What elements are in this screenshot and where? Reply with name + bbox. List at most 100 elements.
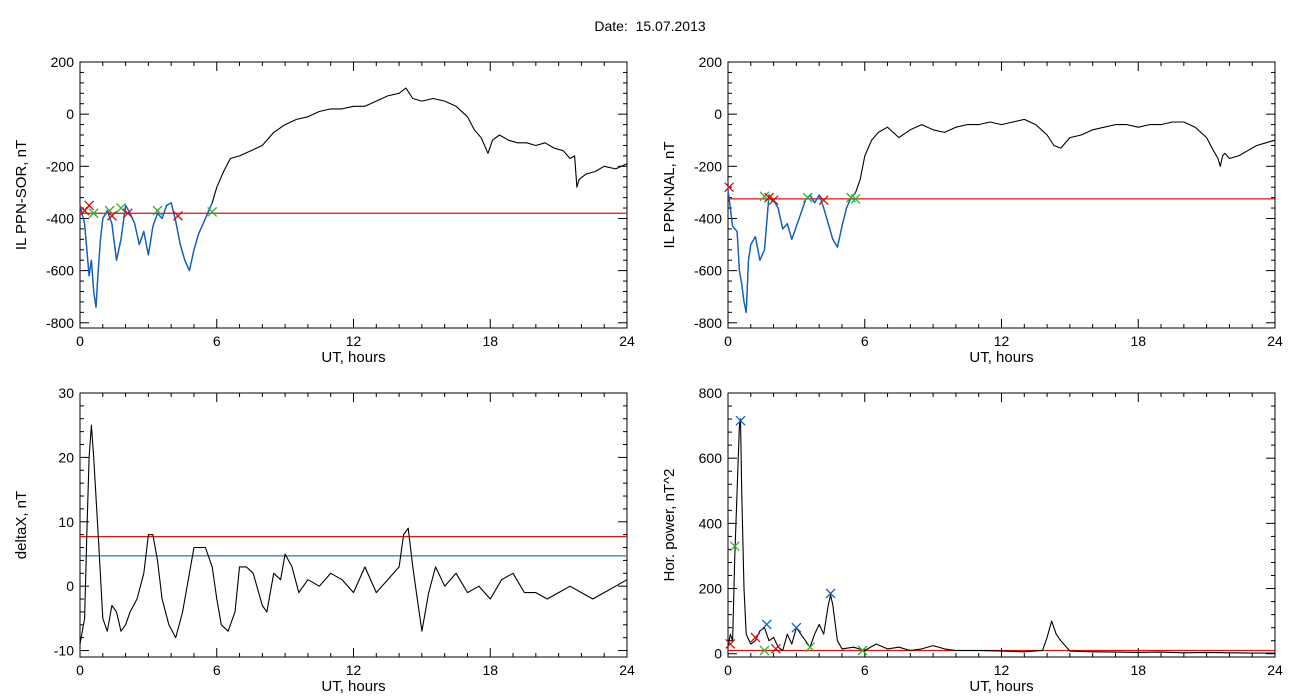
x-axis-label: UT, hours [969, 349, 1033, 366]
event-marker [88, 208, 99, 219]
y-axis-label: IL PPN-SOR, nT [13, 140, 30, 250]
event-marker [173, 210, 183, 221]
event-marker-stroke [759, 191, 770, 202]
x-axis-label: UT, hours [321, 349, 385, 366]
event-marker [818, 195, 829, 206]
event-marker-stroke [846, 192, 857, 203]
x-tick-label: 12 [346, 662, 362, 678]
event-marker-stroke [735, 415, 746, 426]
plot-frame [727, 392, 1276, 658]
y-tick-label: 0 [714, 646, 722, 662]
event-marker [724, 182, 735, 193]
event-marker-stroke [207, 206, 218, 217]
date-value: 15.07.2013 [635, 18, 706, 34]
x-tick-label: 12 [994, 333, 1010, 349]
event-marker-stroke [802, 192, 813, 203]
x-tick-label: 18 [482, 333, 498, 349]
event-marker [805, 642, 816, 653]
highlighted-segment-line [79, 202, 213, 308]
y-tick-label: 20 [58, 449, 74, 465]
event-marker [729, 541, 740, 552]
event-marker-stroke [791, 622, 802, 633]
y-tick-label: -800 [694, 315, 722, 331]
event-marker [825, 588, 836, 599]
event-marker [207, 206, 218, 217]
x-tick-label: 0 [76, 333, 84, 349]
event-marker-stroke [104, 205, 115, 216]
y-tick-label: 30 [58, 385, 74, 401]
event-marker [770, 643, 781, 654]
y-tick-label: 400 [699, 515, 723, 531]
event-marker-stroke [857, 645, 868, 656]
event-marker-stroke [850, 193, 861, 204]
y-tick-label: 200 [699, 581, 723, 597]
event-marker [850, 193, 861, 204]
event-marker [735, 415, 746, 426]
data-series-line [727, 418, 1275, 654]
event-marker-stroke [173, 210, 183, 221]
event-marker [116, 203, 126, 213]
event-marker-stroke [805, 642, 816, 653]
event-marker [802, 192, 813, 203]
event-marker [768, 195, 779, 206]
event-marker [84, 200, 95, 211]
event-marker-stroke [88, 208, 99, 219]
event-marker [761, 619, 772, 630]
x-tick-label: 12 [994, 662, 1010, 678]
x-tick-label: 0 [724, 662, 732, 678]
y-tick-label: 800 [699, 385, 723, 401]
y-axis-label: Hor. power, nT^2 [661, 469, 678, 582]
y-tick-label: -800 [46, 315, 74, 331]
event-marker [725, 639, 736, 649]
x-tick-label: 6 [861, 662, 869, 678]
event-marker-stroke [761, 619, 772, 630]
x-tick-label: 0 [724, 333, 732, 349]
event-marker-stroke [764, 192, 774, 203]
event-marker [857, 645, 868, 656]
event-marker [122, 208, 133, 219]
event-marker-stroke [84, 200, 95, 211]
x-tick-label: 24 [619, 333, 635, 349]
event-marker-stroke [768, 195, 779, 206]
event-marker-stroke [770, 643, 781, 654]
y-tick-label: -600 [46, 263, 74, 279]
x-axis-label: UT, hours [969, 678, 1033, 695]
x-tick-label: 24 [1267, 662, 1283, 678]
y-tick-label: 600 [699, 450, 723, 466]
highlighted-segment-line [727, 189, 857, 314]
y-axis-label: IL PPN-NAL, nT [661, 142, 678, 249]
event-marker-stroke [818, 195, 829, 206]
date-label: Date: [594, 18, 628, 34]
date-header: Date: 15.07.2013 [0, 18, 1300, 34]
event-marker-stroke [725, 639, 736, 649]
y-tick-label: -10 [54, 643, 74, 659]
y-axis-label: deltaX, nT [13, 491, 30, 559]
x-tick-label: 24 [619, 662, 635, 678]
event-marker-stroke [729, 541, 740, 552]
y-tick-label: -400 [694, 210, 722, 226]
event-marker [759, 645, 770, 656]
event-marker-stroke [759, 645, 770, 656]
y-tick-label: 200 [51, 54, 75, 70]
y-tick-label: -200 [694, 158, 722, 174]
event-marker [791, 622, 802, 633]
event-marker [152, 205, 163, 216]
y-tick-label: 200 [699, 54, 723, 70]
y-tick-label: 0 [66, 578, 74, 594]
event-marker-stroke [116, 203, 126, 213]
event-marker [104, 205, 115, 216]
y-tick-label: 0 [66, 106, 74, 122]
x-tick-label: 18 [1130, 333, 1146, 349]
x-axis-label: UT, hours [321, 678, 385, 695]
y-tick-label: 0 [714, 106, 722, 122]
event-marker [764, 192, 774, 203]
event-marker-stroke [122, 208, 133, 219]
y-tick-label: 10 [58, 514, 74, 530]
y-tick-label: -400 [46, 210, 74, 226]
event-marker-stroke [724, 182, 735, 193]
event-marker-stroke [152, 205, 163, 216]
